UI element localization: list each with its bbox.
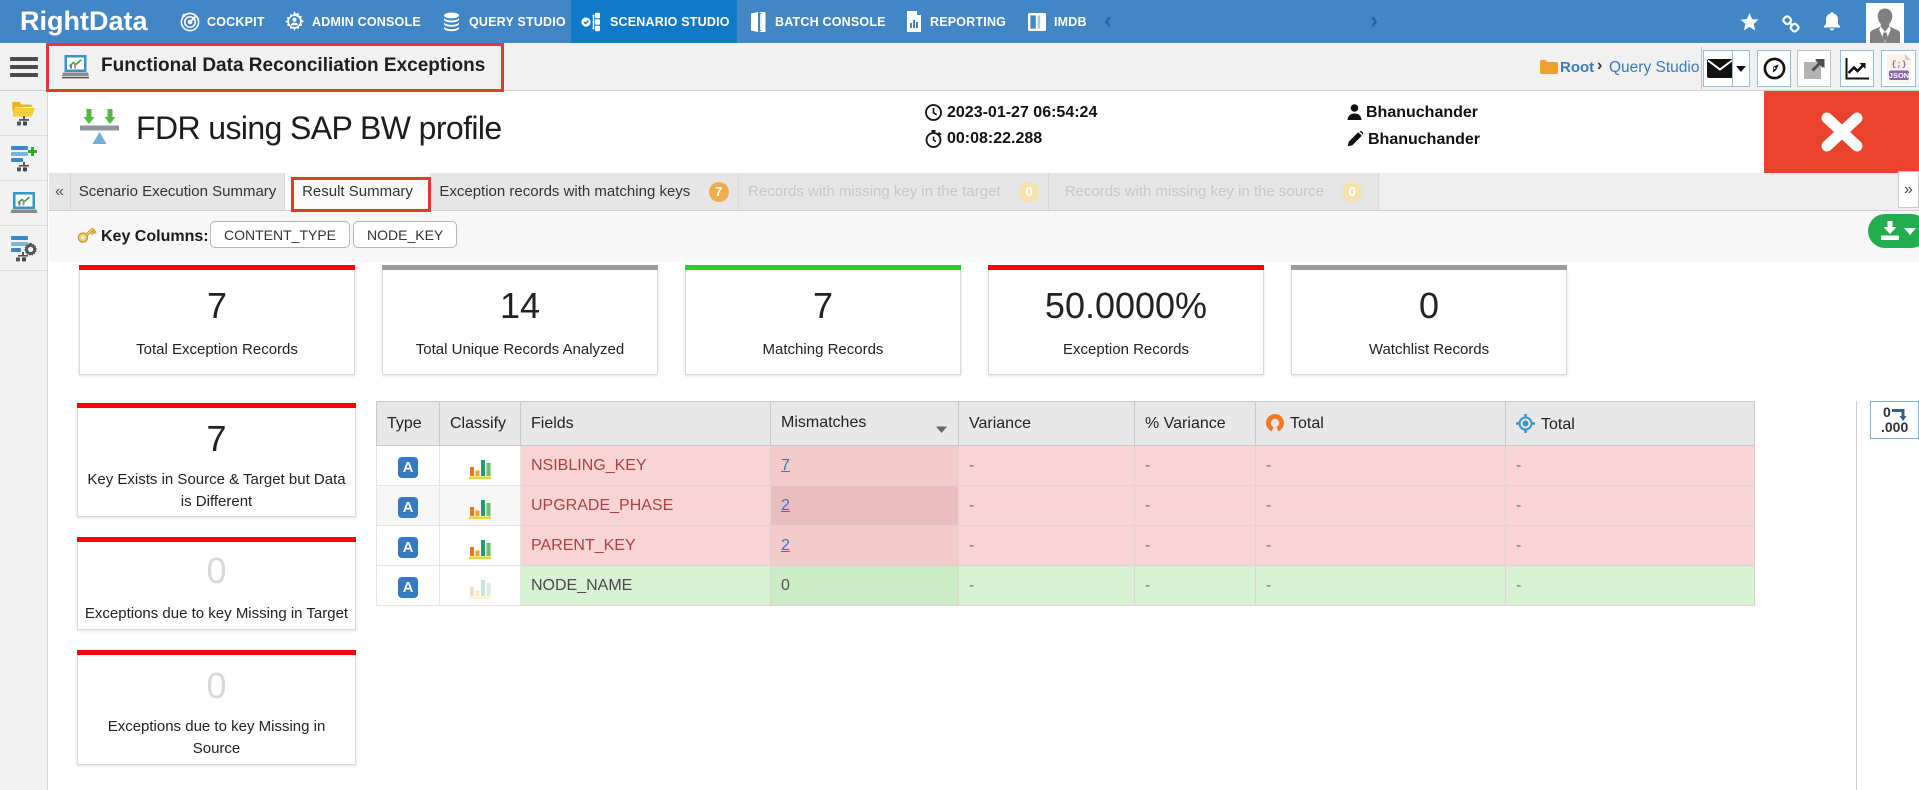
svg-text:0: 0	[1883, 404, 1891, 420]
svg-text:JSON: JSON	[1888, 71, 1908, 80]
svg-text:{;}: {;}	[1891, 59, 1906, 69]
svg-text:.000: .000	[1881, 419, 1908, 435]
